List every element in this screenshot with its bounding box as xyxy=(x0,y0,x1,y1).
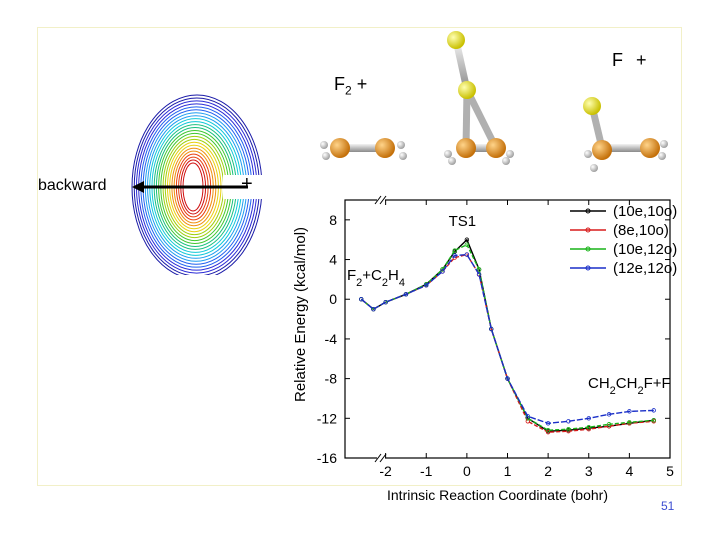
data-point xyxy=(424,283,429,288)
legend: (10e,10o) (8e,10o) (10e,12o) (12e,12o) xyxy=(570,203,677,277)
data-point xyxy=(606,412,612,417)
legend-marker xyxy=(585,227,591,233)
series-line xyxy=(360,253,654,433)
f-plus-label: F + xyxy=(612,50,651,70)
data-point xyxy=(489,326,494,332)
y-tick-label: 8 xyxy=(329,212,337,228)
y-tick-label: -8 xyxy=(325,371,338,387)
data-point xyxy=(476,267,482,272)
data-point xyxy=(371,306,376,312)
energy-chart: 8 4 0 -4 -8 -12 -16 -2 -1 0 1 2 3 4 5 (10e,10o) (8e,10o… xyxy=(317,195,677,479)
y-tick-label: 4 xyxy=(329,252,337,268)
product-annotation: CH2CH2F+F xyxy=(588,375,671,397)
x-tick-label: 5 xyxy=(666,463,674,479)
data-point xyxy=(586,425,591,430)
data-point xyxy=(440,269,445,274)
legend-marker xyxy=(585,208,591,214)
legend-marker xyxy=(585,246,591,252)
data-point xyxy=(476,272,482,277)
legend-label: (8e,10o) xyxy=(613,222,669,239)
x-tick-label: 1 xyxy=(504,463,512,479)
f2-plus-label: F2 + xyxy=(334,74,368,98)
data-point xyxy=(383,300,388,305)
contour-plot xyxy=(131,94,263,275)
x-tick-label: -1 xyxy=(420,463,433,479)
backward-label: backward xyxy=(38,177,107,194)
x-tick-label: 4 xyxy=(625,463,633,479)
axis-break-gap xyxy=(377,197,385,203)
axis-break-mark xyxy=(379,453,387,463)
data-point xyxy=(586,416,591,421)
axis-break-gap xyxy=(377,455,385,461)
molecule-illustrations xyxy=(320,31,668,172)
data-point xyxy=(452,253,457,258)
slide-frame xyxy=(37,27,682,486)
data-point xyxy=(566,419,571,424)
x-tick-label: 0 xyxy=(463,463,471,479)
data-point xyxy=(525,419,531,424)
y-tick-label: -4 xyxy=(325,331,338,347)
legend-label: (12e,12o) xyxy=(613,260,677,277)
data-point xyxy=(545,429,551,435)
x-tick-label: -2 xyxy=(379,463,392,479)
series-line xyxy=(360,238,654,432)
y-tick-label: -16 xyxy=(317,450,337,466)
ts-molecule xyxy=(444,31,514,165)
data-point xyxy=(651,418,656,423)
data-point xyxy=(464,237,470,242)
data-point xyxy=(627,420,632,425)
axis-break-mark xyxy=(374,195,382,205)
series-line xyxy=(360,243,654,431)
x-tick-label: 2 xyxy=(544,463,552,479)
product-molecule xyxy=(583,97,668,172)
axis-break-mark xyxy=(374,453,382,463)
data-point xyxy=(452,248,457,253)
data-point xyxy=(525,414,531,419)
data-point xyxy=(359,297,364,302)
page-number: 51 xyxy=(661,499,675,513)
x-axis-label: Intrinsic Reaction Coordinate (bohr) xyxy=(387,487,608,503)
legend-marker xyxy=(585,265,591,271)
backward-arrow-head xyxy=(132,181,144,193)
legend-label: (10e,10o) xyxy=(613,203,677,220)
ethylene-molecule xyxy=(320,138,407,160)
legend-label: (10e,12o) xyxy=(613,241,677,258)
ts-annotation: TS1 xyxy=(449,213,477,230)
y-tick-label: -12 xyxy=(317,410,337,426)
y-tick-label: 0 xyxy=(329,291,337,307)
data-point xyxy=(403,292,409,297)
data-point xyxy=(505,376,510,381)
data-point xyxy=(566,427,571,432)
axis-break-mark xyxy=(379,195,387,205)
data-point xyxy=(545,421,551,426)
data-point xyxy=(545,428,551,433)
forward-plus-mark: + xyxy=(241,173,253,195)
data-point xyxy=(606,422,612,427)
data-point xyxy=(464,252,470,257)
data-point xyxy=(627,409,632,414)
reactant-annotation: F2+C2H4 xyxy=(347,267,405,289)
series-line xyxy=(360,253,654,425)
data-point xyxy=(651,408,656,413)
data-point xyxy=(464,242,470,247)
x-tick-label: 3 xyxy=(585,463,593,479)
